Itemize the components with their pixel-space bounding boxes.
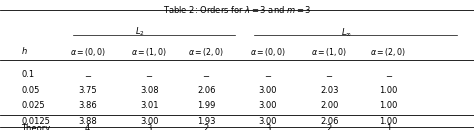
Text: 3.86: 3.86 — [78, 101, 97, 110]
Text: 0.0125: 0.0125 — [21, 117, 50, 126]
Text: $-$: $-$ — [83, 70, 92, 79]
Text: 3.88: 3.88 — [78, 117, 97, 126]
Text: 1.00: 1.00 — [380, 101, 398, 110]
Text: $\alpha = (2,0)$: $\alpha = (2,0)$ — [371, 46, 407, 57]
Text: 3: 3 — [265, 124, 271, 130]
Text: 1: 1 — [386, 124, 392, 130]
Text: 3.75: 3.75 — [78, 86, 97, 95]
Text: 1.00: 1.00 — [380, 86, 398, 95]
Text: 3.00: 3.00 — [258, 101, 277, 110]
Text: 4: 4 — [85, 124, 91, 130]
Text: 0.05: 0.05 — [21, 86, 40, 95]
Text: $h$: $h$ — [21, 46, 28, 57]
Text: $\alpha = (2,0)$: $\alpha = (2,0)$ — [188, 46, 224, 57]
Text: 3.00: 3.00 — [258, 117, 277, 126]
Text: $-$: $-$ — [145, 70, 154, 79]
Text: $\alpha = (1,0)$: $\alpha = (1,0)$ — [311, 46, 347, 57]
Text: 0.025: 0.025 — [21, 101, 45, 110]
Text: $-$: $-$ — [202, 70, 210, 79]
Text: 1.93: 1.93 — [197, 117, 216, 126]
Text: Theory: Theory — [21, 124, 51, 130]
Text: 3.01: 3.01 — [140, 101, 159, 110]
Text: $-$: $-$ — [264, 70, 272, 79]
Text: $-$: $-$ — [384, 70, 393, 79]
Text: 2.06: 2.06 — [197, 86, 216, 95]
Text: $\alpha = (1,0)$: $\alpha = (1,0)$ — [131, 46, 167, 57]
Text: 1.99: 1.99 — [197, 101, 215, 110]
Text: 2: 2 — [327, 124, 332, 130]
Text: 2: 2 — [203, 124, 209, 130]
Text: 3.00: 3.00 — [258, 86, 277, 95]
Text: $-$: $-$ — [325, 70, 334, 79]
Text: 1.00: 1.00 — [380, 117, 398, 126]
Text: $L_\infty$: $L_\infty$ — [340, 26, 352, 38]
Text: $\alpha = (0,0)$: $\alpha = (0,0)$ — [70, 46, 106, 57]
Text: Table 2: Orders for $\lambda = 3$ and $m = 3$: Table 2: Orders for $\lambda = 3$ and $m… — [163, 4, 311, 15]
Text: 3: 3 — [146, 124, 152, 130]
Text: $L_2$: $L_2$ — [135, 26, 145, 38]
Text: 2.03: 2.03 — [320, 86, 339, 95]
Text: $\alpha = (0,0)$: $\alpha = (0,0)$ — [250, 46, 286, 57]
Text: 2.00: 2.00 — [320, 101, 338, 110]
Text: 3.08: 3.08 — [140, 86, 159, 95]
Text: 2.06: 2.06 — [320, 117, 339, 126]
Text: 0.1: 0.1 — [21, 70, 35, 79]
Text: 3.00: 3.00 — [140, 117, 159, 126]
